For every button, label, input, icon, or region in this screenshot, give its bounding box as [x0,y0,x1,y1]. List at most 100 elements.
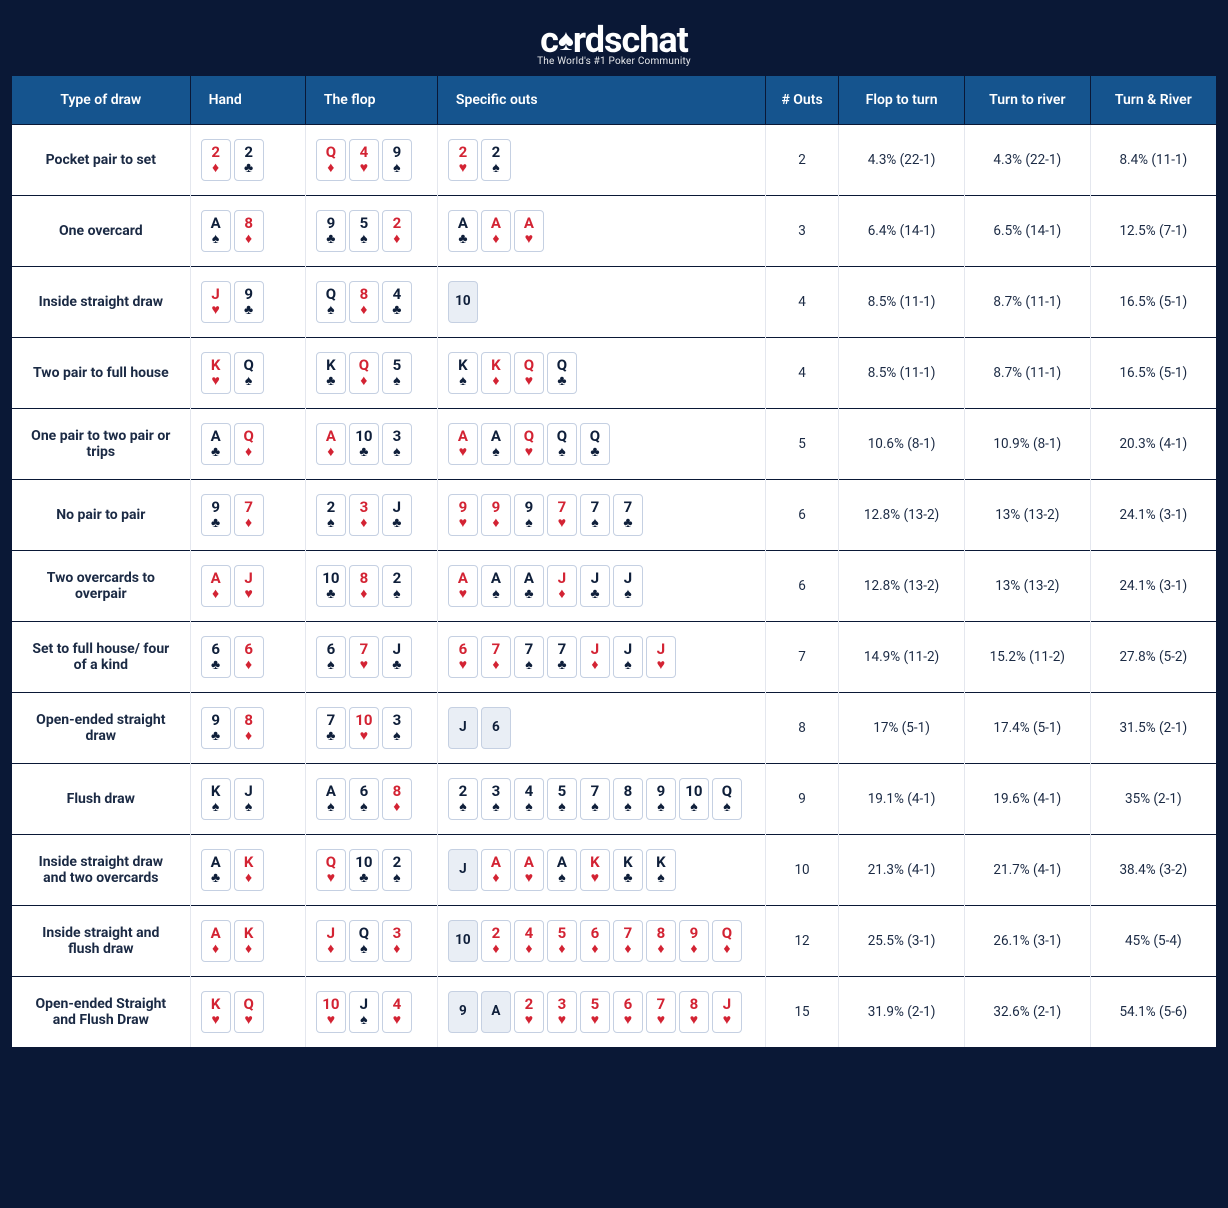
card-rank: K [211,997,221,1012]
playing-card: J♠ [349,991,379,1033]
card-suit: ♥ [591,1013,599,1027]
card-rank: 2 [211,145,220,160]
card-rank: 3 [393,926,402,941]
playing-card: 6♠ [349,778,379,820]
card-suit: ♥ [558,1013,566,1027]
card-rank: 10 [322,571,339,586]
card-suit: ♥ [360,658,368,672]
hand-cell: A♣K♦ [190,835,305,906]
flop-cards: K♣Q♦5♠ [316,352,412,394]
hand-cards: 6♣6♦ [201,636,264,678]
card-rank: 7 [657,997,666,1012]
playing-card: 5♥ [580,991,610,1033]
card-rank: J [360,997,368,1012]
playing-card: 9♦ [481,494,511,536]
flop-to-turn: 4.3% (22-1) [839,125,965,196]
playing-card: 7♥ [646,991,676,1033]
card-rank: 4 [525,926,534,941]
card-rank: 2 [393,216,402,231]
card-rank: A [211,571,221,586]
draw-type-label: Two overcards to overpair [12,551,190,622]
card-rank: 6 [459,642,468,657]
outs-cards: J6 [448,707,511,749]
playing-card: 5♠ [349,210,379,252]
card-suit: ♠ [657,800,664,814]
card-rank: K [244,855,254,870]
playing-card: 2♦ [382,210,412,252]
turn-and-river: 54.1% (5-6) [1090,977,1216,1048]
card-rank: 2 [244,145,253,160]
playing-card: 3♦ [382,920,412,962]
table-row: No pair to pair9♣7♦2♠3♦J♣9♥9♦9♠7♥7♠7♣612… [12,480,1216,551]
table-row: One overcardA♠8♦9♣5♠2♦A♣A♦A♥36.4% (14-1)… [12,196,1216,267]
flop-cell: A♦10♣3♠ [305,409,437,480]
playing-card: 7♦ [234,494,264,536]
card-rank: A [557,855,567,870]
card-rank: 10 [685,784,702,799]
card-rank: K [656,855,666,870]
turn-to-river: 17.4% (5-1) [964,693,1090,764]
card-suit: ♦ [327,445,334,459]
hand-cards: A♠8♦ [201,210,264,252]
card-suit: ♥ [525,445,533,459]
outs-cards: 9♥9♦9♠7♥7♠7♣ [448,494,643,536]
playing-card: K♦ [481,352,511,394]
flop-to-turn: 21.3% (4-1) [839,835,965,906]
turn-and-river: 45% (5-4) [1090,906,1216,977]
card-suit: ♠ [591,800,598,814]
outs-cards: JA♦A♥A♠K♥K♣K♠ [448,849,676,891]
card-suit: ♠ [525,658,532,672]
card-rank: Q [590,429,600,444]
card-suit: ♦ [212,587,219,601]
turn-to-river: 15.2% (11-2) [964,622,1090,693]
odds-table: Type of drawHandThe flopSpecific outs# O… [12,76,1216,1047]
card-suit: ♥ [393,1013,401,1027]
card-suit: ♠ [327,303,334,317]
card-rank: 2 [327,500,336,515]
card-rank: 2 [393,855,402,870]
playing-card: 8♦ [349,281,379,323]
card-suit: ♥ [459,445,467,459]
playing-card: A♣ [448,210,478,252]
playing-card: 9♣ [201,494,231,536]
card-suit: ♣ [326,587,335,601]
card-rank: 5 [591,997,600,1012]
rank-card: 9 [448,991,478,1033]
card-suit: ♠ [690,800,697,814]
card-suit: ♦ [492,658,499,672]
card-suit: ♥ [244,1013,252,1027]
card-suit: ♣ [590,587,599,601]
card-rank: 3 [393,429,402,444]
card-rank: A [211,429,221,444]
column-header: Type of draw [12,76,190,125]
turn-and-river: 20.3% (4-1) [1090,409,1216,480]
playing-card: A♣ [201,423,231,465]
card-suit: ♦ [360,303,367,317]
card-suit: ♠ [591,516,598,530]
flop-to-turn: 17% (5-1) [839,693,965,764]
card-suit: ♥ [459,516,467,530]
hand-cards: A♣Q♦ [201,423,264,465]
playing-card: 4♣ [382,281,412,323]
playing-card: 7♣ [613,494,643,536]
card-suit: ♠ [558,871,565,885]
outs-cards: A♣A♦A♥ [448,210,544,252]
table-header: Type of drawHandThe flopSpecific outs# O… [12,76,1216,125]
card-rank: 7 [591,500,600,515]
spade-icon: ♠ [558,26,573,56]
card-suit: ♠ [327,516,334,530]
card-suit: ♥ [327,1013,335,1027]
card-rank: 7 [558,500,567,515]
playing-card: 2♠ [382,849,412,891]
card-suit: ♠ [459,374,466,388]
hand-cell: A♠8♦ [190,196,305,267]
turn-and-river: 38.4% (3-2) [1090,835,1216,906]
card-rank: A [326,429,336,444]
card-suit: ♠ [327,658,334,672]
playing-card: A♣ [514,565,544,607]
card-suit: ♥ [690,1013,698,1027]
card-suit: ♠ [245,374,252,388]
card-rank: 2 [525,997,534,1012]
card-suit: ♦ [245,871,252,885]
card-suit: ♦ [245,942,252,956]
